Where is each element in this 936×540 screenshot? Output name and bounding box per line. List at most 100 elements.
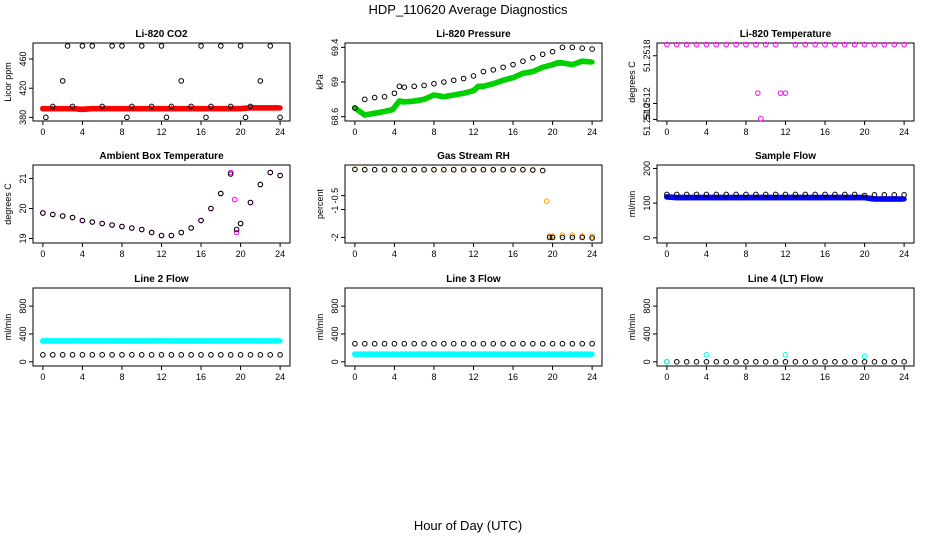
data-point — [431, 166, 437, 173]
data-point — [881, 41, 888, 48]
x-tick-label: 20 — [236, 372, 246, 382]
data-point — [59, 78, 66, 84]
data-point — [762, 191, 769, 198]
data-point — [450, 77, 457, 84]
data-point — [470, 166, 477, 173]
data-point — [237, 220, 244, 227]
data-point — [431, 340, 437, 347]
data-point — [381, 166, 388, 173]
data-point — [539, 167, 546, 174]
data-point — [822, 359, 828, 365]
series-2 — [352, 166, 595, 241]
panel-title: Line 4 (LT) Flow — [748, 274, 824, 285]
data-point — [851, 191, 858, 198]
y-tick-label: 400 — [330, 326, 340, 341]
data-point — [89, 219, 96, 225]
data-point — [148, 352, 155, 358]
data-point — [391, 340, 398, 347]
data-point — [49, 352, 56, 358]
data-point — [59, 352, 66, 358]
data-point — [99, 352, 105, 358]
panel-title: Gas Stream RH — [437, 151, 510, 162]
data-point — [480, 166, 487, 173]
data-point — [460, 75, 467, 82]
series-2 — [664, 352, 868, 365]
data-point — [901, 196, 907, 202]
plot-frame — [656, 287, 915, 367]
x-tick-label: 16 — [508, 249, 518, 259]
data-point — [69, 352, 76, 358]
data-point — [138, 352, 145, 358]
data-point — [812, 359, 818, 365]
data-point — [381, 93, 388, 100]
x-tick-label: 8 — [431, 127, 436, 137]
panel-title: Line 3 Flow — [446, 274, 501, 285]
data-point — [530, 167, 536, 173]
data-point — [579, 234, 586, 241]
data-point — [421, 82, 427, 89]
data-point — [277, 338, 283, 344]
data-point — [277, 172, 283, 179]
data-point — [539, 51, 546, 58]
data-point — [723, 191, 729, 198]
data-point — [782, 352, 789, 358]
data-point — [901, 41, 907, 48]
data-point — [569, 340, 576, 347]
data-point — [441, 79, 447, 85]
data-point — [59, 213, 66, 219]
data-point — [178, 78, 185, 84]
data-point — [842, 359, 848, 365]
data-point — [188, 103, 194, 110]
x-tick-label: 20 — [548, 372, 558, 382]
data-point — [49, 103, 56, 110]
x-tick-label: 8 — [119, 249, 124, 259]
data-point — [361, 340, 368, 347]
data-point — [490, 340, 497, 347]
data-point — [267, 43, 274, 49]
data-point — [782, 90, 789, 96]
y-axis-label: kPa — [315, 74, 325, 90]
data-point — [510, 166, 516, 173]
data-point — [842, 41, 848, 48]
plot-frame — [344, 164, 603, 244]
x-tick-label: 12 — [468, 249, 478, 259]
data-point — [743, 41, 749, 48]
data-point — [693, 191, 700, 198]
y-axis-label: ml/min — [627, 191, 637, 218]
data-point — [901, 359, 907, 365]
data-point — [79, 43, 86, 49]
data-point — [198, 217, 204, 224]
data-point — [391, 166, 398, 173]
data-point — [391, 90, 398, 97]
data-point — [178, 352, 185, 358]
x-tick-label: 8 — [431, 372, 436, 382]
panel-4: Ambient Box Temperature 0 4 8 12 16 20 24 19 20 21… — [3, 151, 291, 259]
x-tick-label: 4 — [80, 249, 85, 259]
data-point — [762, 41, 769, 48]
x-tick-label: 12 — [468, 127, 478, 137]
data-point — [762, 359, 769, 365]
x-tick-label: 4 — [704, 127, 709, 137]
panel-title: Ambient Box Temperature — [99, 151, 224, 162]
data-point — [753, 41, 759, 48]
panel-6: Sample Flow 0 4 8 12 16 20 24 0 100 200 ml/min — [627, 151, 915, 259]
data-point — [401, 84, 408, 90]
y-tick-label: 460 — [18, 52, 28, 67]
data-point — [480, 340, 487, 347]
data-point — [119, 352, 125, 358]
plot-frame — [32, 287, 291, 367]
data-point — [163, 114, 170, 121]
data-point — [227, 103, 234, 110]
data-point — [664, 41, 670, 48]
data-point — [693, 359, 700, 365]
data-point — [683, 41, 690, 48]
data-point — [277, 105, 283, 111]
data-point — [470, 73, 477, 79]
data-point — [842, 191, 848, 198]
data-point — [371, 94, 378, 101]
x-tick-label: 12 — [780, 372, 790, 382]
x-tick-label: 16 — [820, 372, 830, 382]
x-tick-label: 8 — [431, 249, 436, 259]
panel-7: Line 2 Flow 0 4 8 12 16 20 24 0 400 800 ml/min — [3, 274, 291, 382]
data-point — [530, 340, 536, 347]
